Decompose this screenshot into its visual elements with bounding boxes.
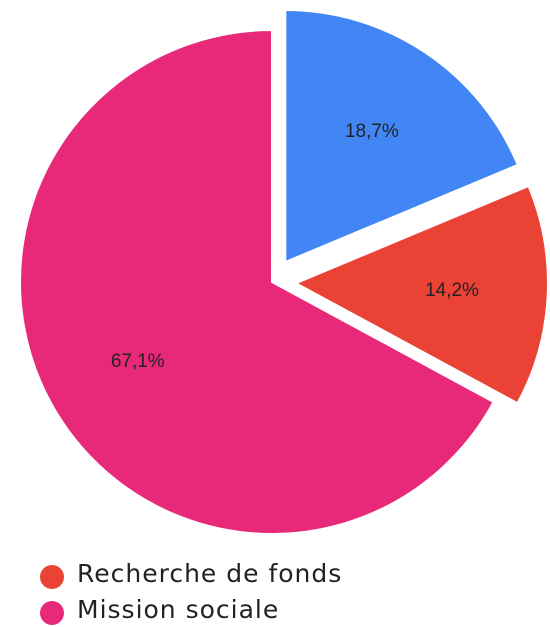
legend-marker bbox=[40, 601, 64, 625]
value-label: 14,2% bbox=[425, 280, 479, 301]
value-label: 18,7% bbox=[345, 121, 399, 142]
legend-marker bbox=[40, 565, 64, 589]
value-label: 67,1% bbox=[111, 351, 165, 372]
pie-slice bbox=[293, 184, 549, 405]
pie-slice bbox=[284, 9, 520, 264]
pie-slice bbox=[19, 28, 495, 535]
legend-label: Recherche de fonds bbox=[77, 559, 342, 588]
legend-label: Mission sociale bbox=[77, 595, 279, 624]
